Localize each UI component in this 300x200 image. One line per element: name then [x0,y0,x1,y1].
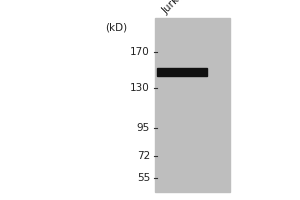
Text: 95: 95 [137,123,150,133]
Text: 55: 55 [137,173,150,183]
Text: 130: 130 [130,83,150,93]
Bar [157,68,207,76]
Text: 170: 170 [130,47,150,57]
Text: 72: 72 [137,151,150,161]
Text: (kD): (kD) [105,22,127,32]
Bar [155,18,230,192]
Text: Jurkat: Jurkat [161,0,190,16]
